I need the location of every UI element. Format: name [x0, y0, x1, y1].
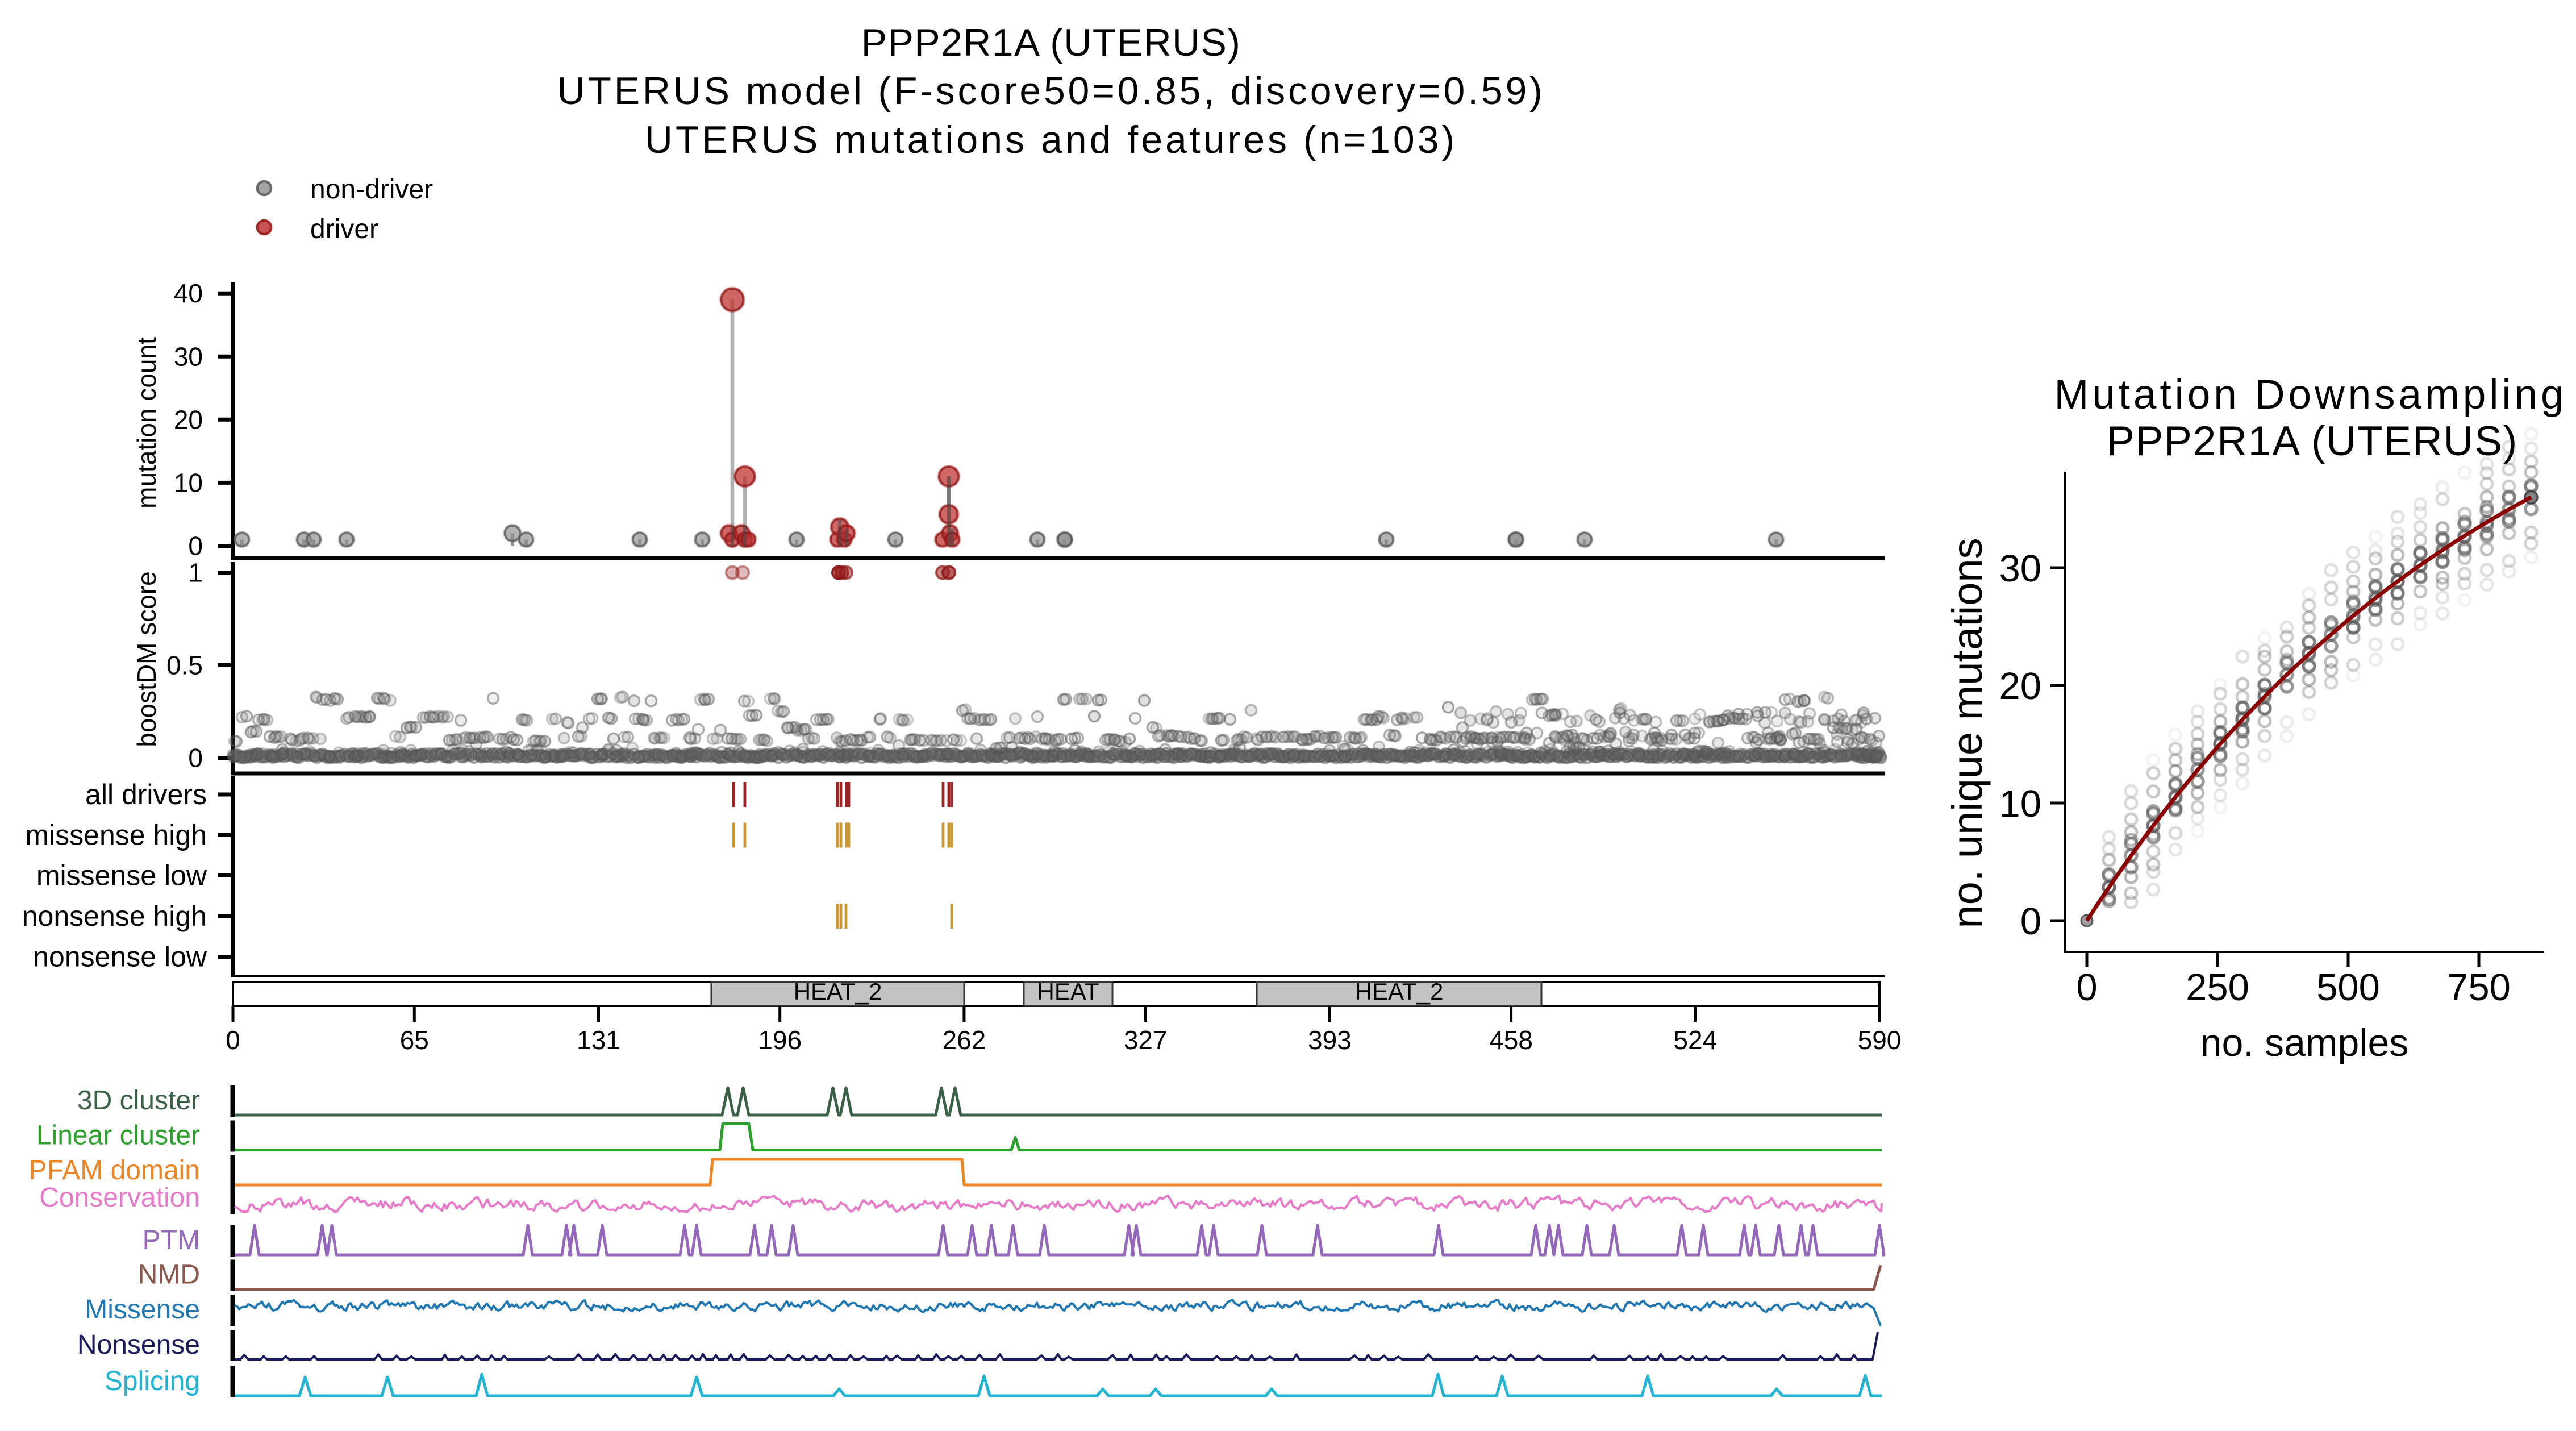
svg-text:500: 500 — [2316, 966, 2380, 1009]
svg-text:HEAT_2: HEAT_2 — [794, 978, 882, 1005]
svg-text:0: 0 — [226, 1025, 240, 1055]
svg-text:0: 0 — [188, 531, 203, 561]
svg-text:Conservation: Conservation — [39, 1183, 200, 1213]
svg-text:Splicing: Splicing — [105, 1366, 200, 1396]
svg-text:250: 250 — [2186, 966, 2249, 1009]
svg-text:nonsense low: nonsense low — [33, 941, 207, 973]
svg-text:UTERUS mutations and features: UTERUS mutations and features (n=103) — [645, 118, 1457, 161]
svg-text:10: 10 — [1999, 783, 2041, 825]
svg-text:20: 20 — [1999, 665, 2041, 708]
svg-text:NMD: NMD — [138, 1260, 200, 1290]
svg-text:no. samples: no. samples — [2200, 1021, 2409, 1064]
svg-text:262: 262 — [943, 1025, 986, 1055]
svg-text:Nonsense: Nonsense — [77, 1330, 200, 1360]
svg-text:Mutation Downsampling: Mutation Downsampling — [2054, 372, 2567, 418]
svg-text:boostDM score: boostDM score — [132, 571, 161, 747]
svg-text:0: 0 — [188, 743, 203, 773]
svg-text:Missense: Missense — [85, 1295, 200, 1325]
svg-text:PPP2R1A (UTERUS): PPP2R1A (UTERUS) — [861, 21, 1241, 64]
svg-text:PFAM domain: PFAM domain — [29, 1155, 200, 1185]
svg-text:131: 131 — [577, 1025, 620, 1055]
svg-text:missense low: missense low — [36, 860, 207, 892]
svg-text:PTM: PTM — [143, 1225, 200, 1255]
svg-text:524: 524 — [1673, 1025, 1717, 1055]
svg-text:30: 30 — [1999, 547, 2041, 590]
svg-text:PPP2R1A (UTERUS): PPP2R1A (UTERUS) — [2107, 418, 2518, 464]
svg-text:no. unique mutations: no. unique mutations — [1944, 538, 1991, 928]
svg-text:3D cluster: 3D cluster — [77, 1085, 200, 1116]
svg-text:393: 393 — [1308, 1025, 1352, 1055]
svg-text:40: 40 — [174, 278, 203, 308]
svg-text:590: 590 — [1858, 1025, 1902, 1055]
svg-text:750: 750 — [2447, 966, 2511, 1009]
svg-text:327: 327 — [1124, 1025, 1168, 1055]
svg-text:missense high: missense high — [25, 820, 207, 851]
svg-text:all drivers: all drivers — [85, 779, 207, 810]
svg-text:mutation count: mutation count — [132, 337, 161, 509]
svg-text:0: 0 — [2076, 966, 2097, 1009]
svg-text:HEAT_2: HEAT_2 — [1355, 978, 1444, 1005]
svg-text:196: 196 — [758, 1025, 802, 1055]
svg-text:nonsense high: nonsense high — [22, 900, 207, 932]
svg-text:30: 30 — [174, 342, 203, 371]
svg-text:1: 1 — [188, 558, 203, 588]
svg-text:458: 458 — [1489, 1025, 1533, 1055]
svg-text:0.5: 0.5 — [166, 651, 203, 680]
svg-text:0: 0 — [2020, 900, 2041, 943]
svg-text:65: 65 — [400, 1025, 429, 1055]
svg-text:10: 10 — [174, 468, 203, 497]
svg-text:driver: driver — [310, 214, 378, 244]
svg-text:Linear cluster: Linear cluster — [36, 1121, 200, 1151]
svg-text:20: 20 — [174, 405, 203, 434]
svg-text:UTERUS model (F-score50=0.85,: UTERUS model (F-score50=0.85, discovery=… — [557, 69, 1545, 113]
svg-text:HEAT: HEAT — [1037, 978, 1099, 1005]
svg-text:non-driver: non-driver — [310, 174, 433, 205]
